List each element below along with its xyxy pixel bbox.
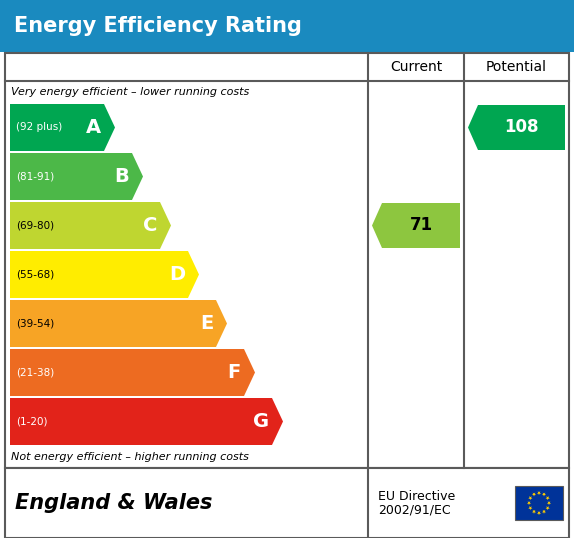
Text: (55-68): (55-68) <box>16 270 55 280</box>
Text: 108: 108 <box>504 118 539 137</box>
Text: EU Directive: EU Directive <box>378 490 455 502</box>
Polygon shape <box>10 104 115 151</box>
Text: (39-54): (39-54) <box>16 318 55 329</box>
Polygon shape <box>537 511 541 515</box>
Polygon shape <box>537 491 541 495</box>
Text: (21-38): (21-38) <box>16 367 55 378</box>
Polygon shape <box>532 510 536 514</box>
Polygon shape <box>532 493 536 497</box>
Text: 71: 71 <box>409 216 433 235</box>
Text: F: F <box>228 363 241 382</box>
Text: B: B <box>114 167 129 186</box>
Text: (69-80): (69-80) <box>16 221 54 230</box>
Text: England & Wales: England & Wales <box>15 493 212 513</box>
Polygon shape <box>10 251 199 298</box>
Text: Potential: Potential <box>486 60 547 74</box>
Polygon shape <box>10 349 255 396</box>
Polygon shape <box>528 506 533 510</box>
Text: E: E <box>200 314 213 333</box>
Polygon shape <box>10 398 283 445</box>
Polygon shape <box>542 493 546 497</box>
Polygon shape <box>527 501 531 505</box>
Polygon shape <box>528 496 533 500</box>
Polygon shape <box>542 510 546 514</box>
Text: C: C <box>142 216 157 235</box>
Polygon shape <box>10 153 143 200</box>
Polygon shape <box>372 203 460 248</box>
Text: (81-91): (81-91) <box>16 172 55 181</box>
Text: Current: Current <box>390 60 442 74</box>
Bar <box>5 53 569 468</box>
Text: Not energy efficient – higher running costs: Not energy efficient – higher running co… <box>11 452 249 462</box>
Polygon shape <box>468 105 565 150</box>
Text: A: A <box>86 118 101 137</box>
Text: G: G <box>253 412 269 431</box>
Polygon shape <box>10 300 227 347</box>
Text: (1-20): (1-20) <box>16 416 48 427</box>
Bar <box>5 468 569 538</box>
Polygon shape <box>545 496 550 500</box>
Text: D: D <box>169 265 185 284</box>
Bar <box>0 0 574 52</box>
Polygon shape <box>547 501 551 505</box>
Polygon shape <box>10 202 171 249</box>
Text: (92 plus): (92 plus) <box>16 123 62 132</box>
Text: Energy Efficiency Rating: Energy Efficiency Rating <box>14 16 302 36</box>
Text: 2002/91/EC: 2002/91/EC <box>378 504 451 516</box>
Polygon shape <box>545 506 550 510</box>
Bar <box>515 486 563 520</box>
Text: Very energy efficient – lower running costs: Very energy efficient – lower running co… <box>11 87 249 97</box>
